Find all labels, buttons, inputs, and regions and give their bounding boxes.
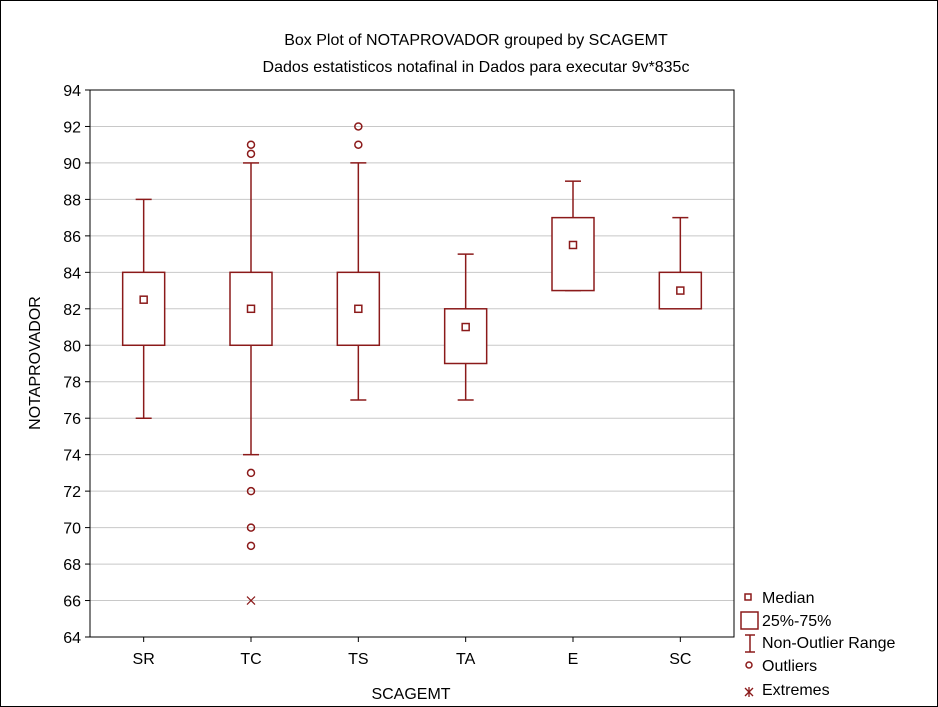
outlier-point	[246, 541, 256, 551]
median-marker	[568, 240, 578, 250]
iqr-box	[658, 271, 703, 310]
y-axis-title: NOTAPROVADOR	[27, 296, 44, 430]
x-tick-label-ta: TA	[456, 651, 476, 668]
legend-range-symbol	[745, 634, 755, 653]
axes: 94 92 90 88 86 84 82 80 78 76 74 72 70 68 66 64 SR TC TS TA…	[63, 83, 735, 668]
legend-median-symbol	[744, 593, 752, 601]
legend: Median 25%-75% Non-Outlier Range Outlier…	[740, 590, 896, 699]
iqr-box	[443, 308, 488, 365]
box-ts	[336, 122, 381, 401]
outlier-point	[354, 140, 363, 149]
y-tick-label: 76	[63, 411, 81, 428]
iqr-box	[121, 271, 166, 347]
median-marker	[354, 304, 363, 314]
y-tick-label: 74	[63, 448, 81, 465]
y-tick-label: 70	[63, 521, 81, 538]
y-tick-label: 86	[63, 229, 81, 246]
median-marker	[246, 304, 256, 314]
y-tick-label: 82	[63, 302, 81, 319]
y-tick-label: 66	[63, 594, 81, 611]
extreme-stroke	[246, 596, 256, 605]
x-tick-label-ts: TS	[348, 651, 368, 668]
outlier-point	[354, 122, 363, 131]
outlier-point	[246, 140, 256, 149]
median-marker	[139, 295, 148, 304]
legend-box-symbol	[740, 611, 759, 630]
y-tick-label: 90	[63, 156, 81, 173]
y-tick-label: 68	[63, 557, 81, 574]
iqr-box	[551, 216, 595, 292]
y-tick-label: 78	[63, 375, 81, 392]
extreme-point	[246, 596, 256, 605]
outlier-point	[246, 523, 256, 532]
plot-area-frame	[89, 89, 735, 638]
legend-extremes-label: Extremes	[762, 682, 830, 699]
y-tick-label: 84	[63, 265, 81, 282]
outlier-point	[246, 486, 256, 496]
y-tick-label: 72	[63, 484, 81, 501]
boxes	[121, 122, 703, 605]
legend-outlier-symbol	[745, 661, 753, 669]
median-marker	[461, 322, 470, 332]
y-tick-label: 88	[63, 192, 81, 209]
iqr-box	[229, 271, 273, 347]
legend-box-label: 25%-75%	[762, 613, 831, 630]
y-tick-label: 92	[63, 119, 81, 136]
outlier-point	[246, 468, 256, 478]
y-tick-label: 64	[63, 630, 81, 647]
y-tick-label: 80	[63, 338, 81, 355]
x-tick-label-sr: SR	[133, 651, 155, 668]
legend-extreme-symbol	[744, 687, 754, 697]
grid-lines	[90, 125, 734, 602]
legend-range-label: Non-Outlier Range	[762, 635, 896, 652]
box-sc	[658, 216, 703, 310]
legend-outliers-label: Outliers	[762, 658, 817, 675]
box-ta	[443, 253, 488, 401]
chart-subtitle: Dados estatisticos notafinal in Dados pa…	[263, 59, 690, 76]
box-e	[551, 180, 595, 292]
iqr-box	[336, 271, 381, 347]
median-marker	[676, 286, 685, 295]
box-sr	[121, 198, 166, 419]
y-tick-label: 94	[63, 83, 81, 100]
chart-title: Box Plot of NOTAPROVADOR grouped by SCAG…	[284, 32, 668, 49]
legend-median-label: Median	[762, 590, 814, 607]
outlier-point	[246, 149, 256, 159]
x-tick-label-e: E	[568, 651, 579, 668]
x-tick-label-tc: TC	[240, 651, 261, 668]
box-tc	[229, 140, 273, 605]
x-tick-label-sc: SC	[669, 651, 691, 668]
x-axis-title: SCAGEMT	[371, 686, 450, 703]
